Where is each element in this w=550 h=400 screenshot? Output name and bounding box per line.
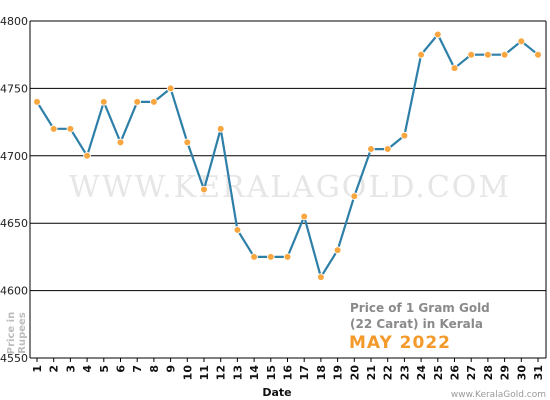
data-point-2: [49, 125, 58, 133]
y-tick-label: 4750: [0, 82, 28, 95]
x-tick-label: 28: [482, 365, 495, 380]
grid-lines: [30, 20, 546, 359]
data-point-6: [116, 138, 125, 147]
data-point-14: [250, 253, 258, 261]
x-tick-label: 23: [398, 365, 411, 380]
x-tick-label: 1: [31, 365, 44, 373]
data-point-20: [350, 192, 359, 201]
data-point-10: [183, 138, 192, 147]
x-tick-label: 24: [415, 365, 428, 381]
x-tick-labels: 1 2 3 4 5 6 7 8 9 10 11 12 13 14 15 16 17 18 19 20 21 22 23 24 2…: [31, 358, 545, 380]
month-label: MAY 2022: [349, 333, 451, 353]
y-tick-labels: 4550 4600 4650 4700 4750 4800: [0, 15, 28, 365]
x-tick-label: 18: [315, 365, 328, 380]
credit-text: www.KeralaGold.com: [451, 390, 546, 400]
y-axis-label-line-1: Price in: [6, 312, 17, 354]
data-point-5: [100, 98, 108, 106]
x-tick-label: 16: [282, 365, 295, 381]
x-tick-label: 10: [181, 365, 194, 381]
x-tick-label: 20: [348, 365, 361, 381]
data-point-25: [433, 30, 442, 39]
x-tick-label: 22: [382, 365, 395, 380]
x-tick-label: 7: [131, 365, 144, 373]
x-tick-label: 19: [332, 365, 345, 380]
axes: [29, 21, 547, 358]
data-point-21: [367, 145, 375, 153]
data-point-15: [266, 253, 275, 261]
info-line-1: Price of 1 Gram Gold: [350, 301, 490, 315]
data-point-8: [150, 98, 158, 106]
x-tick-label: 27: [465, 365, 478, 380]
data-point-24: [417, 50, 425, 59]
data-point-17: [300, 212, 309, 221]
x-tick-label: 30: [515, 365, 528, 381]
data-point-7: [133, 98, 142, 106]
x-axis-label: Date: [262, 386, 291, 399]
data-point-12: [216, 125, 225, 133]
y-axis-label-line-2: Rupees: [17, 312, 28, 354]
y-tick-label: 4650: [0, 217, 28, 230]
data-point-26: [450, 64, 459, 72]
y-tick-label: 4800: [0, 15, 28, 28]
data-point-31: [534, 50, 542, 59]
info-line-2: (22 Carat) in Kerala: [350, 317, 483, 331]
data-point-30: [517, 37, 526, 46]
data-point-18: [317, 273, 325, 281]
data-point-9: [166, 84, 175, 93]
y-tick-label: 4700: [0, 150, 28, 163]
data-point-3: [66, 125, 75, 133]
data-point-28: [484, 50, 492, 59]
x-tick-label: 8: [148, 365, 161, 373]
data-point-16: [283, 253, 292, 261]
x-tick-label: 21: [365, 365, 378, 380]
data-point-4: [83, 152, 91, 160]
x-tick-label: 11: [198, 365, 211, 380]
x-tick-label: 12: [215, 365, 228, 380]
x-tick-label: 5: [98, 365, 111, 373]
x-tick-label: 31: [532, 365, 545, 380]
y-axis-label: Price in Rupees: [6, 312, 28, 354]
data-point-1: [33, 98, 41, 106]
data-point-22: [383, 145, 392, 153]
watermark-text: WWW.KERALAGOLD.COM: [69, 170, 511, 205]
x-tick-label: 6: [115, 365, 128, 373]
x-tick-label: 15: [265, 365, 278, 380]
data-point-27: [467, 50, 476, 59]
x-tick-label: 29: [499, 365, 512, 380]
x-tick-label: 26: [449, 365, 462, 381]
y-tick-label: 4550: [0, 352, 28, 365]
x-tick-label: 14: [248, 365, 261, 381]
data-point-23: [400, 131, 409, 140]
x-tick-label: 3: [64, 365, 77, 373]
x-tick-label: 25: [432, 365, 445, 380]
x-tick-label: 17: [298, 365, 311, 380]
x-tick-label: 2: [48, 365, 61, 373]
data-point-13: [233, 226, 242, 234]
data-point-11: [200, 185, 208, 194]
x-tick-label: 4: [81, 365, 94, 373]
data-point-29: [500, 50, 509, 59]
data-point-19: [333, 246, 342, 254]
data-points: [33, 30, 542, 281]
x-tick-label: 9: [165, 365, 178, 373]
y-tick-label: 4600: [0, 285, 28, 298]
x-tick-label: 13: [231, 365, 244, 380]
